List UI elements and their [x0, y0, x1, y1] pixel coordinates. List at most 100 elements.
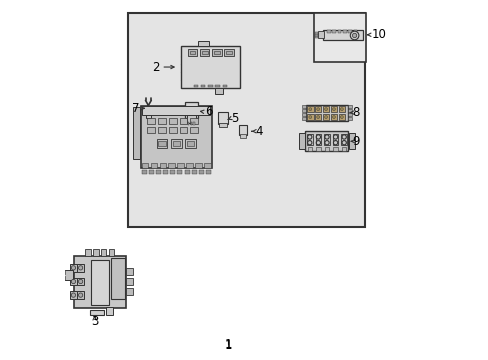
Bar — [168, 163, 175, 168]
Bar — [330, 114, 337, 120]
Bar — [142, 163, 148, 168]
Bar — [353, 30, 357, 33]
Bar — [322, 114, 328, 120]
Bar — [323, 30, 362, 40]
Bar — [226, 51, 231, 54]
Bar — [187, 122, 189, 125]
Bar — [199, 170, 203, 174]
Bar — [306, 106, 313, 112]
Circle shape — [324, 116, 327, 118]
Bar — [314, 13, 366, 62]
Bar — [305, 131, 348, 151]
Bar — [302, 113, 305, 116]
Text: 8: 8 — [351, 106, 359, 119]
Bar — [330, 106, 337, 112]
Bar — [347, 109, 351, 112]
Bar — [128, 13, 364, 226]
Text: 1: 1 — [224, 338, 232, 351]
Bar — [126, 288, 133, 295]
Bar — [306, 114, 313, 120]
Bar — [132, 107, 140, 159]
Bar — [302, 105, 305, 108]
Circle shape — [308, 116, 311, 118]
Bar — [218, 112, 227, 124]
Bar — [179, 118, 187, 124]
Bar — [302, 109, 305, 112]
Bar — [189, 51, 195, 54]
Bar — [332, 134, 338, 145]
Bar — [93, 249, 99, 256]
Circle shape — [349, 31, 358, 40]
Bar — [191, 170, 196, 174]
Circle shape — [332, 108, 335, 111]
Bar — [212, 49, 221, 56]
Bar — [306, 104, 347, 121]
Bar — [317, 31, 324, 39]
Bar — [111, 258, 125, 299]
Bar — [184, 170, 189, 174]
Bar — [186, 116, 196, 123]
Bar — [126, 278, 133, 285]
Bar — [147, 118, 155, 124]
Bar — [108, 249, 114, 256]
Bar — [170, 170, 175, 174]
Bar — [204, 163, 210, 168]
Circle shape — [340, 108, 343, 111]
Circle shape — [78, 266, 82, 270]
Bar — [168, 118, 176, 124]
Bar — [168, 127, 176, 133]
Bar — [184, 102, 198, 118]
Bar — [70, 264, 77, 272]
Bar — [201, 85, 205, 87]
Text: 10: 10 — [371, 28, 386, 41]
Circle shape — [78, 279, 82, 284]
Bar — [91, 260, 109, 305]
Bar — [314, 36, 317, 38]
Circle shape — [324, 108, 327, 111]
Bar — [172, 141, 180, 146]
Bar — [126, 268, 133, 275]
Bar — [159, 163, 165, 168]
Bar — [89, 310, 104, 315]
Bar — [85, 249, 90, 256]
Bar — [348, 30, 351, 33]
Bar — [63, 270, 73, 280]
Bar — [177, 170, 182, 174]
Bar — [215, 85, 219, 87]
Bar — [158, 127, 165, 133]
Bar — [348, 133, 354, 149]
Bar — [179, 127, 187, 133]
Bar — [324, 147, 328, 151]
Text: 1: 1 — [224, 339, 232, 352]
Text: 9: 9 — [351, 135, 359, 148]
Bar — [187, 141, 194, 146]
Bar — [150, 163, 157, 168]
Bar — [77, 278, 83, 285]
Bar — [142, 107, 210, 116]
Bar — [177, 163, 183, 168]
Circle shape — [71, 266, 76, 270]
Bar — [347, 117, 351, 120]
Text: 7: 7 — [132, 102, 140, 115]
Bar — [332, 30, 335, 33]
Bar — [314, 106, 321, 112]
Bar — [316, 147, 320, 151]
Bar — [333, 147, 337, 151]
Bar — [147, 127, 155, 133]
Bar — [338, 106, 345, 112]
Bar — [190, 122, 192, 125]
Bar — [77, 264, 83, 272]
Bar — [224, 49, 233, 56]
Bar — [341, 134, 346, 145]
Bar — [140, 105, 212, 168]
Bar — [171, 139, 182, 148]
Bar — [74, 256, 126, 308]
Bar — [314, 34, 317, 36]
Bar — [186, 163, 192, 168]
Bar — [163, 170, 168, 174]
Text: 2: 2 — [151, 60, 159, 73]
Bar — [156, 170, 161, 174]
Bar — [208, 85, 212, 87]
Text: 5: 5 — [231, 112, 239, 125]
Circle shape — [316, 116, 319, 118]
